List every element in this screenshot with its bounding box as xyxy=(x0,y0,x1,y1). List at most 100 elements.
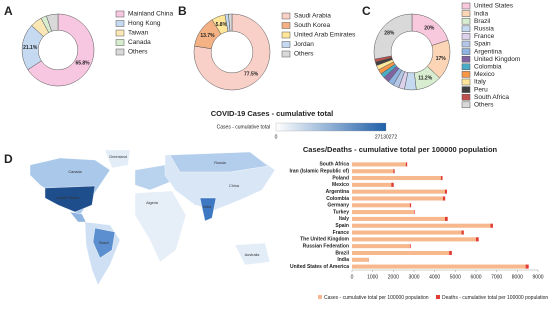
legend-swatch xyxy=(461,78,471,86)
bar xyxy=(352,162,406,167)
colorbar-tick-label: 27130272 xyxy=(375,134,397,140)
y-tick-label: Argentina xyxy=(326,189,350,195)
x-tick-label: 8000 xyxy=(512,274,523,280)
y-tick-label: Colombia xyxy=(326,196,349,202)
map-label: China xyxy=(229,184,240,188)
bar xyxy=(476,237,479,242)
legend-label: Cases - cumulative total per 100000 popu… xyxy=(324,295,429,301)
legend-swatch xyxy=(461,48,471,55)
panel-letter: D xyxy=(4,152,13,166)
bar xyxy=(352,216,445,221)
x-tick-label: 2000 xyxy=(388,274,399,280)
bar xyxy=(442,196,446,201)
data-label: 13.7% xyxy=(200,33,215,39)
x-tick-label: 9000 xyxy=(532,274,543,280)
data-label: 77.5% xyxy=(244,72,259,78)
map-label: United States xyxy=(57,196,80,200)
data-label: 5.8% xyxy=(216,22,228,28)
y-tick-label: Russian Federation xyxy=(303,243,349,249)
bar xyxy=(352,175,441,181)
legend-label: Others xyxy=(294,51,314,58)
bar xyxy=(409,244,411,249)
bar xyxy=(440,175,443,181)
legend-label: Brazil xyxy=(474,18,491,25)
legend-label: United Arab Emirates xyxy=(294,32,356,39)
bar xyxy=(352,223,491,228)
bar xyxy=(352,244,410,249)
x-tick-label: 7000 xyxy=(491,274,502,280)
bar xyxy=(490,223,493,228)
legend-label: Colombia xyxy=(474,64,502,71)
legend-swatch xyxy=(436,295,440,299)
legend-label: Taiwan xyxy=(128,30,149,37)
land xyxy=(134,190,187,263)
map-label: Russia xyxy=(214,161,226,165)
colorbar xyxy=(275,122,387,132)
bar xyxy=(352,189,445,194)
legend-swatch xyxy=(461,86,471,93)
bar xyxy=(525,264,529,269)
y-tick-label: Germany xyxy=(327,203,349,209)
legend-label: Mexico xyxy=(474,71,495,78)
y-tick-label: Brazil xyxy=(335,250,349,256)
x-tick-label: 3000 xyxy=(408,274,419,280)
x-tick-label: 4000 xyxy=(429,274,440,280)
legend-swatch xyxy=(461,71,471,78)
legend-swatch xyxy=(115,10,125,18)
bar xyxy=(352,237,476,242)
legend-label: India xyxy=(474,10,488,17)
y-tick-label: France xyxy=(333,230,350,236)
land xyxy=(169,151,269,173)
map-label: Algeria xyxy=(146,201,159,205)
legend-swatch xyxy=(281,22,291,29)
x-tick-label: 1000 xyxy=(367,274,378,280)
land xyxy=(134,164,171,191)
legend-swatch xyxy=(281,50,291,58)
y-tick-label: Iran (Islamic Republic of) xyxy=(290,169,350,175)
x-tick-label: 0 xyxy=(351,274,354,280)
legend-swatch xyxy=(461,101,471,109)
bar xyxy=(352,169,394,174)
y-tick-label: The United Kingdom xyxy=(300,237,349,243)
legend-swatch xyxy=(461,55,471,63)
map-title: COVID-19 Cases - cumulative total xyxy=(211,109,334,118)
bar xyxy=(352,182,392,187)
legend-swatch xyxy=(281,12,291,20)
land xyxy=(199,197,217,222)
donut-segment xyxy=(27,13,95,87)
bar xyxy=(391,182,394,187)
map-label: Australia xyxy=(245,253,261,257)
legend-label: Saudi Arabia xyxy=(294,13,331,20)
legend-label: Spain xyxy=(474,41,491,48)
land xyxy=(69,211,87,223)
legend-label: Others xyxy=(474,102,494,109)
legend-label: Russia xyxy=(474,26,494,33)
data-label: 21.1% xyxy=(23,45,38,51)
legend-label: South Korea xyxy=(294,22,331,29)
y-tick-label: Poland xyxy=(332,175,349,181)
bar xyxy=(409,203,412,208)
donut-segment xyxy=(193,13,271,91)
panel-letter: C xyxy=(362,4,371,18)
legend-label: Deaths - cumulative total per 100000 pop… xyxy=(442,295,548,301)
legend-swatch xyxy=(461,40,471,48)
legend-label: South Africa xyxy=(474,94,509,101)
legend-label: France xyxy=(474,33,495,40)
bar xyxy=(414,210,415,215)
x-tick-label: 6000 xyxy=(470,274,481,280)
chart-title: Cases/Deaths - cumulative total per 1000… xyxy=(303,145,498,154)
legend-swatch xyxy=(281,31,291,39)
map-label: Canada xyxy=(68,170,82,174)
legend-label: Hong Kong xyxy=(128,20,161,27)
legend-label: United States xyxy=(474,3,514,10)
panel-letter: A xyxy=(4,4,13,18)
bar xyxy=(352,250,450,256)
y-tick-label: United States of America xyxy=(290,264,349,270)
legend-swatch xyxy=(461,33,471,40)
land xyxy=(104,149,131,169)
bar xyxy=(352,230,462,235)
x-tick-label: 5000 xyxy=(450,274,461,280)
y-tick-label: Mexico xyxy=(332,182,349,188)
y-tick-label: South Africa xyxy=(319,162,349,168)
legend-swatch xyxy=(461,63,471,71)
